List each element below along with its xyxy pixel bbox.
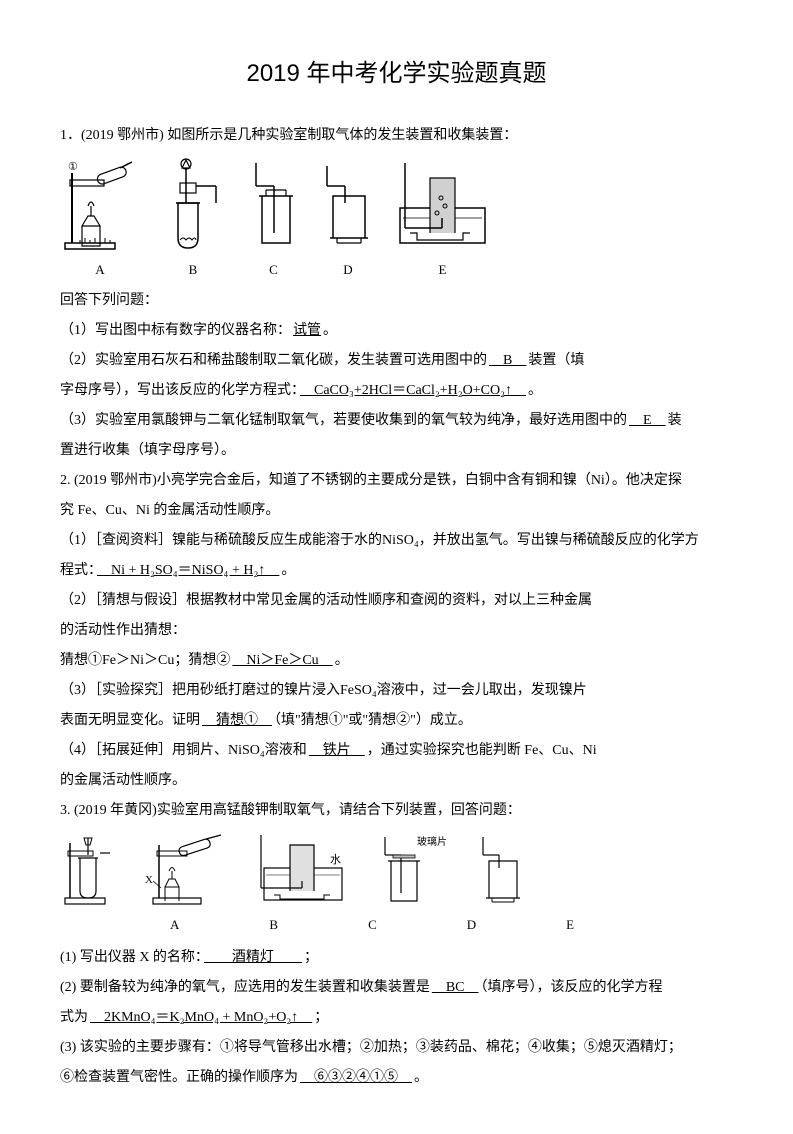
q1-p2-line1: （2）实验室用石灰石和稀盐酸制取二氧化碳，发生装置可选用图中的 B 装置（填 <box>60 347 733 375</box>
q3-p3-c: 。 <box>414 1070 428 1085</box>
q3-label-row: A B C D E <box>60 912 733 938</box>
q1-p2-line2: 字母序号），写出该反应的化学方程式： CaCO₃+2HCl＝CaCl₂+H₂O+… <box>60 377 733 405</box>
q2-p1-b: 程式： <box>60 563 95 578</box>
q1-p2-a: （2）实验室用石灰石和稀盐酸制取二氧化碳，发生装置可选用图中的 <box>60 353 487 368</box>
q3-p1-a: (1) 写出仪器 X 的名称： <box>60 950 202 965</box>
q1-p1-ans: 试管 <box>291 323 323 338</box>
q2-p4-b: ，通过实验探究也能判断 Fe、Cu、Ni <box>367 743 597 758</box>
q3-head: 3. (2019 年黄冈)实验室用高锰酸钾制取氧气，请结合下列装置，回答问题： <box>60 797 733 825</box>
q1-p2-b: 装置（填 <box>528 353 584 368</box>
q1-p2-d: 。 <box>528 383 542 398</box>
q3-p2-eq: 2KMnO₄＝K₂MnO₄ + MnO₂+O₂↑ <box>88 1010 314 1025</box>
q3-p3-a: (3) 该实验的主要步骤有：①将导气管移出水槽；②加热；③装药品、棉花；④收集；… <box>60 1034 733 1062</box>
q2-p1-c: 。 <box>281 563 295 578</box>
q1-p3-a: （3）实验室用氯酸钾与二氧化锰制取氧气，若要使收集到的氧气较为纯净，最好选用图中… <box>60 413 627 428</box>
q2-p2-d: 。 <box>335 653 349 668</box>
q3-device-e <box>477 833 532 908</box>
q3-p2-line2: 式为 2KMnO₄＝K₂MnO₄ + MnO₂+O₂↑ ； <box>60 1004 733 1032</box>
q3-p1-b: ； <box>304 950 318 965</box>
q1-p2-ans: B <box>487 353 528 368</box>
q3-label-a: A <box>170 912 179 938</box>
q3-p3-ans: ⑥③②④①⑤ <box>298 1070 414 1085</box>
q3-figure-row: X 水 <box>60 833 733 908</box>
q1-p3-ans: E <box>627 413 668 428</box>
device-d: D <box>319 158 377 283</box>
x-label-text: X <box>145 874 153 886</box>
q1-p3-line2: 置进行收集（填字母序号）。 <box>60 437 733 465</box>
q2-p2-a: （2）［猜想与假设］根据教材中常见金属的活动性顺序和查阅的资料，对以上三种金属 <box>60 587 733 615</box>
q3-p2-a: (2) 要制备较为纯净的氧气，应选用的发生装置和收集装置是 <box>60 980 430 995</box>
device-b: B <box>158 158 228 283</box>
q3-label-d: D <box>467 912 476 938</box>
q1-p3-line1: （3）实验室用氯酸钾与二氧化锰制取氧气，若要使收集到的氧气较为纯净，最好选用图中… <box>60 407 733 435</box>
q3-label-e: E <box>566 912 574 938</box>
q2-p4-c: 的金属活动性顺序。 <box>60 767 733 795</box>
device-c-label: C <box>269 257 278 283</box>
q1-head: 1．(2019 鄂州市) 如图所示是几种实验室制取气体的发生装置和收集装置： <box>60 122 733 150</box>
q3-p2-ans: BC <box>430 980 481 995</box>
q3-p2-d: ； <box>314 1010 328 1025</box>
q2-p2-line3: 猜想①Fe＞Ni＞Cu；猜想② Ni＞Fe＞Cu 。 <box>60 647 733 675</box>
q2-p1-line2: 程式： Ni + H₂SO₄＝NiSO₄ + H₂↑ 。 <box>60 557 733 585</box>
q2-p2-c: 猜想①Fe＞Ni＞Cu；猜想② <box>60 653 230 668</box>
q3-p1-ans: 酒精灯 <box>202 950 304 965</box>
device-a: ① A <box>60 158 140 283</box>
q2-p4-a: （4）［拓展延伸］用铜片、NiSO₄溶液和 <box>60 743 307 758</box>
device-c: C <box>246 158 301 283</box>
q1-p1-a: （1）写出图中标有数字的仪器名称： <box>60 323 291 338</box>
q3-p3-line2: ⑥检查装置气密性。正确的操作顺序为 ⑥③②④①⑤ 。 <box>60 1064 733 1092</box>
q3-p3-b: ⑥检查装置气密性。正确的操作顺序为 <box>60 1070 298 1085</box>
q3-device-d: 玻璃片 <box>379 833 449 908</box>
q1-figure-row: ① A <box>60 158 733 283</box>
q2-p3-b: 表面无明显变化。证明 <box>60 713 200 728</box>
q3-p2-c: 式为 <box>60 1010 88 1025</box>
q2-p2-b: 的活动性作出猜想： <box>60 617 733 645</box>
q2-p2-ans: Ni＞Fe＞Cu <box>230 653 334 668</box>
q2-p3-line2: 表面无明显变化。证明 猜想① （填"猜想①"或"猜想②"）成立。 <box>60 707 733 735</box>
q2-p3-c: （填"猜想①"或"猜想②"）成立。 <box>274 713 472 728</box>
device-b-label: B <box>189 257 198 283</box>
q2-p3-a: （3）［实验探究］把用砂纸打磨过的镍片浸入FeSO₄溶液中，过一会儿取出，发现镍… <box>60 677 733 705</box>
q2-head-b: 究 Fe、Cu、Ni 的金属活动性顺序。 <box>60 497 733 525</box>
q1-p2-eq: CaCO₃+2HCl＝CaCl₂+H₂O+CO₂↑ <box>298 383 528 398</box>
device-d-label: D <box>343 257 352 283</box>
page-title: 2019 年中考化学实验题真题 <box>60 50 733 98</box>
q3-device-c: 水 <box>256 833 351 908</box>
q2-p1-ans: Ni + H₂SO₄＝NiSO₄ + H₂↑ <box>95 563 281 578</box>
q2-p1-line1: （1）［查阅资料］镍能与稀硫酸反应生成能溶于水的NiSO₄，并放出氢气。写出镍与… <box>60 527 733 555</box>
q3-p1: (1) 写出仪器 X 的名称： 酒精灯 ； <box>60 944 733 972</box>
q2-p4-ans: 铁片 <box>307 743 367 758</box>
q3-device-a <box>60 833 115 908</box>
q3-p2-b: （填序号），该反应的化学方程 <box>481 980 663 995</box>
device-e-label: E <box>439 257 447 283</box>
q3-device-b: X <box>143 833 228 908</box>
device-a-label: A <box>95 257 104 283</box>
q1-answer-line: 回答下列问题： <box>60 287 733 315</box>
device-e: E <box>395 158 490 283</box>
svg-text:①: ① <box>68 161 78 173</box>
svg-text:玻璃片: 玻璃片 <box>417 835 447 848</box>
q1-p1: （1）写出图中标有数字的仪器名称：试管。 <box>60 317 733 345</box>
q1-p3-b: 装 <box>668 413 682 428</box>
q3-label-b: B <box>269 912 278 938</box>
q3-p2-line1: (2) 要制备较为纯净的氧气，应选用的发生装置和收集装置是 BC （填序号），该… <box>60 974 733 1002</box>
q1-p1-b: 。 <box>323 323 337 338</box>
svg-text:水: 水 <box>330 853 341 866</box>
q3-label-c: C <box>368 912 377 938</box>
q2-head-a: 2. (2019 鄂州市)小亮学完合金后，知道了不锈钢的主要成分是铁，白铜中含有… <box>60 467 733 495</box>
q1-p2-c: 字母序号），写出该反应的化学方程式： <box>60 383 298 398</box>
q2-p3-ans: 猜想① <box>200 713 274 728</box>
q2-p4-line1: （4）［拓展延伸］用铜片、NiSO₄溶液和 铁片 ，通过实验探究也能判断 Fe、… <box>60 737 733 765</box>
